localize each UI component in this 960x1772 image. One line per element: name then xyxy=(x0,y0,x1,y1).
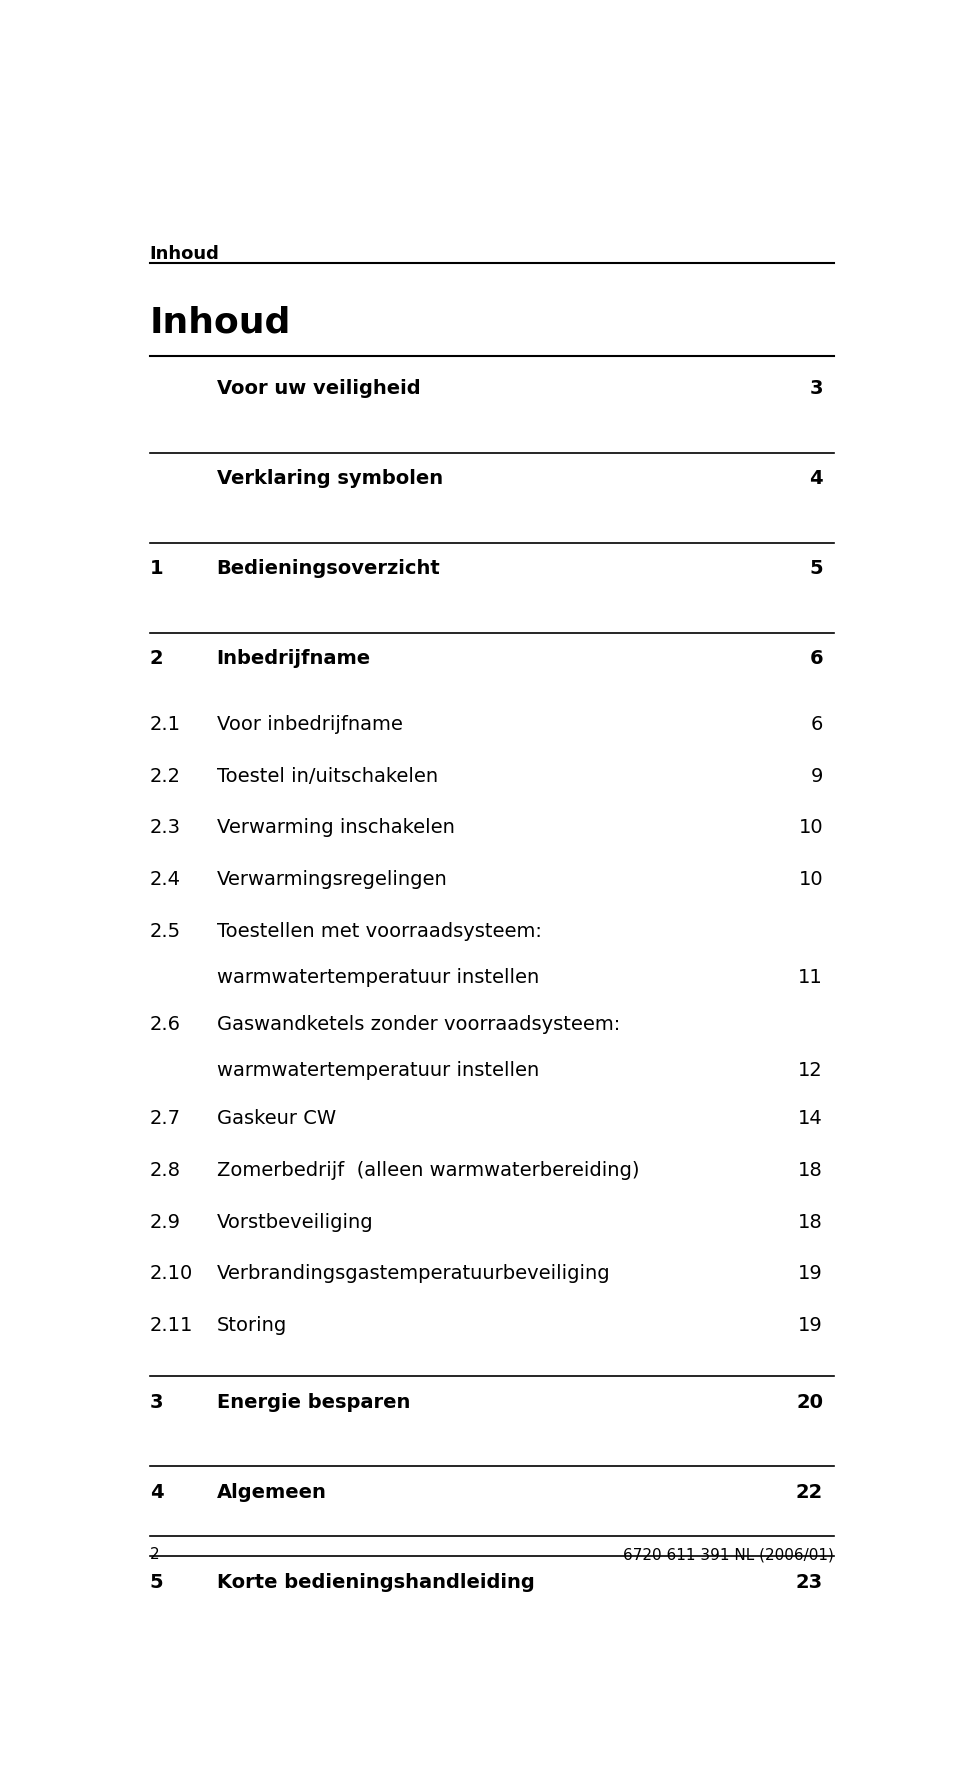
Text: Inhoud: Inhoud xyxy=(150,305,291,340)
Text: Zomerbedrijf  (alleen warmwaterbereiding): Zomerbedrijf (alleen warmwaterbereiding) xyxy=(217,1161,639,1180)
Text: 2.11: 2.11 xyxy=(150,1317,193,1334)
Text: Verwarming inschakelen: Verwarming inschakelen xyxy=(217,819,455,838)
Text: 2: 2 xyxy=(150,1547,159,1563)
Text: 14: 14 xyxy=(799,1109,823,1127)
Text: 2.6: 2.6 xyxy=(150,1015,180,1035)
Text: 18: 18 xyxy=(799,1212,823,1232)
Text: Gaswandketels zonder voorraadsysteem:: Gaswandketels zonder voorraadsysteem: xyxy=(217,1015,620,1035)
Text: 2.5: 2.5 xyxy=(150,921,180,941)
Text: 3: 3 xyxy=(809,379,823,399)
Text: Algemeen: Algemeen xyxy=(217,1483,326,1501)
Text: Bedieningsoverzicht: Bedieningsoverzicht xyxy=(217,560,441,578)
Text: Verbrandingsgastemperatuurbeveiliging: Verbrandingsgastemperatuurbeveiliging xyxy=(217,1265,611,1283)
Text: 6: 6 xyxy=(810,714,823,734)
Text: warmwatertemperatuur instellen: warmwatertemperatuur instellen xyxy=(217,1061,539,1081)
Text: 2.10: 2.10 xyxy=(150,1265,193,1283)
Text: 22: 22 xyxy=(796,1483,823,1501)
Text: 2: 2 xyxy=(150,649,163,668)
Text: 12: 12 xyxy=(799,1061,823,1081)
Text: 6720 611 391 NL (2006/01): 6720 611 391 NL (2006/01) xyxy=(623,1547,834,1563)
Text: 2.4: 2.4 xyxy=(150,870,180,890)
Text: 10: 10 xyxy=(799,870,823,890)
Text: 11: 11 xyxy=(799,968,823,987)
Text: Voor uw veiligheid: Voor uw veiligheid xyxy=(217,379,420,399)
Text: 20: 20 xyxy=(796,1393,823,1412)
Text: 3: 3 xyxy=(150,1393,163,1412)
Text: 9: 9 xyxy=(810,767,823,785)
Text: Gaskeur CW: Gaskeur CW xyxy=(217,1109,336,1127)
Text: 2.9: 2.9 xyxy=(150,1212,180,1232)
Text: 18: 18 xyxy=(799,1161,823,1180)
Text: Energie besparen: Energie besparen xyxy=(217,1393,410,1412)
Text: 6: 6 xyxy=(809,649,823,668)
Text: 5: 5 xyxy=(809,560,823,578)
Text: 4: 4 xyxy=(809,470,823,487)
Text: 10: 10 xyxy=(799,819,823,838)
Text: Storing: Storing xyxy=(217,1317,287,1334)
Text: 19: 19 xyxy=(799,1317,823,1334)
Text: Toestel in/uitschakelen: Toestel in/uitschakelen xyxy=(217,767,438,785)
Text: Verwarmingsregelingen: Verwarmingsregelingen xyxy=(217,870,447,890)
Text: 2.7: 2.7 xyxy=(150,1109,180,1127)
Text: Toestellen met voorraadsysteem:: Toestellen met voorraadsysteem: xyxy=(217,921,541,941)
Text: warmwatertemperatuur instellen: warmwatertemperatuur instellen xyxy=(217,968,539,987)
Text: Voor inbedrijfname: Voor inbedrijfname xyxy=(217,714,402,734)
Text: 2.3: 2.3 xyxy=(150,819,180,838)
Text: 2.8: 2.8 xyxy=(150,1161,180,1180)
Text: Inbedrijfname: Inbedrijfname xyxy=(217,649,371,668)
Text: 5: 5 xyxy=(150,1574,163,1591)
Text: 19: 19 xyxy=(799,1265,823,1283)
Text: Verklaring symbolen: Verklaring symbolen xyxy=(217,470,443,487)
Text: 2.2: 2.2 xyxy=(150,767,180,785)
Text: 4: 4 xyxy=(150,1483,163,1501)
Text: Korte bedieningshandleiding: Korte bedieningshandleiding xyxy=(217,1574,535,1591)
Text: Vorstbeveiliging: Vorstbeveiliging xyxy=(217,1212,373,1232)
Text: 23: 23 xyxy=(796,1574,823,1591)
Text: 2.1: 2.1 xyxy=(150,714,180,734)
Text: 1: 1 xyxy=(150,560,163,578)
Text: Inhoud: Inhoud xyxy=(150,245,220,264)
